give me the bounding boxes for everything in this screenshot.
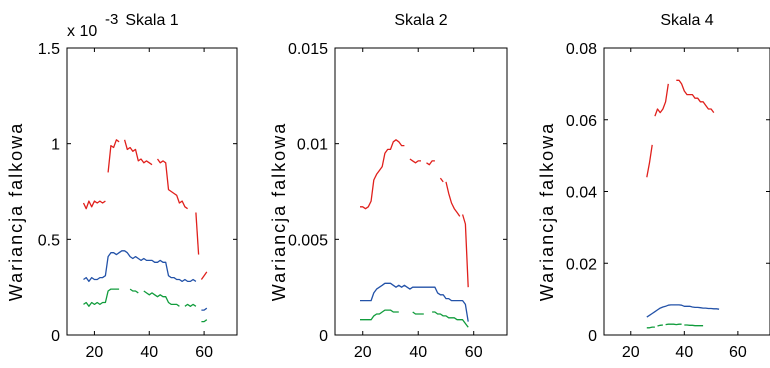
x-tick-label: 40	[675, 344, 693, 361]
series-3-line-segment	[684, 325, 703, 326]
series-3-line-segment	[360, 310, 399, 320]
y-tick-label: 0.02	[566, 256, 597, 273]
series-3-line-segment	[185, 304, 196, 306]
axes-frame	[335, 48, 507, 335]
series-3-line-segment	[658, 325, 663, 326]
series-2-line-segment	[201, 308, 206, 310]
chart-title: Skala 2	[394, 12, 447, 29]
series-1-line-segment	[446, 182, 460, 217]
chart-title: Skala 1	[125, 12, 178, 29]
axes-frame	[67, 48, 237, 335]
series-3-line-segment	[84, 289, 120, 306]
x-tick-label: 60	[465, 344, 483, 361]
series-1-line-segment	[410, 159, 421, 163]
y-tick-label: 0.005	[288, 232, 328, 249]
series-1-line-segment	[463, 215, 469, 288]
chart-title: Skala 4	[660, 12, 713, 29]
series-3-line-segment	[201, 320, 206, 322]
series-3-line-segment	[647, 327, 655, 328]
axes-frame	[604, 48, 770, 335]
x-tick-label: 40	[409, 344, 427, 361]
y-tick-label: 1.5	[38, 41, 60, 58]
y-tick-label: 0.08	[566, 41, 597, 58]
series-1-line-segment	[427, 161, 435, 165]
series-2-line-segment	[360, 283, 468, 321]
series-1-line-segment	[201, 272, 206, 280]
series-1-line-segment	[196, 213, 199, 255]
x-tick-label: 20	[354, 344, 372, 361]
series-3-line-segment	[130, 289, 138, 293]
y-axis-label: Wariancja falkowa	[537, 122, 557, 301]
series-2-line-segment	[647, 305, 719, 317]
x-tick-label: 20	[622, 344, 640, 361]
subplot-1: 0 0.5 1 1.5 20 40 60 Skala 1 Wariancja falkowa x …	[6, 11, 237, 361]
y-scale-multiplier: x 10	[67, 23, 97, 40]
series-1-line-segment	[360, 140, 404, 209]
series-1-line-segment	[84, 201, 106, 209]
series-1-line-segment	[655, 84, 668, 116]
series-1-line-segment	[125, 140, 152, 165]
y-tick-label: 0.01	[297, 137, 328, 154]
x-tick-label: 40	[140, 344, 158, 361]
y-tick-label: 1	[51, 137, 60, 154]
series-1-line-segment	[108, 140, 119, 173]
y-axis-label: Wariancja falkowa	[269, 122, 289, 301]
y-tick-label: 0	[319, 328, 328, 345]
series-3-line-segment	[413, 312, 424, 314]
y-tick-label: 0.5	[38, 232, 60, 249]
x-tick-label: 60	[195, 344, 213, 361]
subplot-2: 0 0.005 0.01 0.015 20 40 60 Skala 2 Wariancja fa…	[269, 12, 507, 361]
y-tick-label: 0.04	[566, 185, 597, 202]
y-axis-label: Wariancja falkowa	[6, 122, 26, 301]
series-1-line-segment	[647, 145, 652, 177]
y-tick-label: 0	[588, 328, 597, 345]
x-tick-label: 60	[729, 344, 747, 361]
y-scale-exponent: -3	[105, 11, 118, 28]
series-3-line-segment	[144, 291, 180, 306]
subplot-3: 0 0.02 0.04 0.06 0.08 20 40 60 Skala 4 Wariancja …	[537, 12, 770, 361]
x-tick-label: 20	[86, 344, 104, 361]
series-2-line-segment	[84, 251, 196, 282]
series-3-line-segment	[432, 312, 468, 327]
series-1-line-segment	[440, 178, 443, 182]
y-tick-label: 0.015	[288, 41, 328, 58]
y-tick-label: 0	[51, 328, 60, 345]
series-1-line-segment	[158, 159, 188, 209]
series-1-line-segment	[676, 80, 714, 112]
y-tick-label: 0.06	[566, 113, 597, 130]
